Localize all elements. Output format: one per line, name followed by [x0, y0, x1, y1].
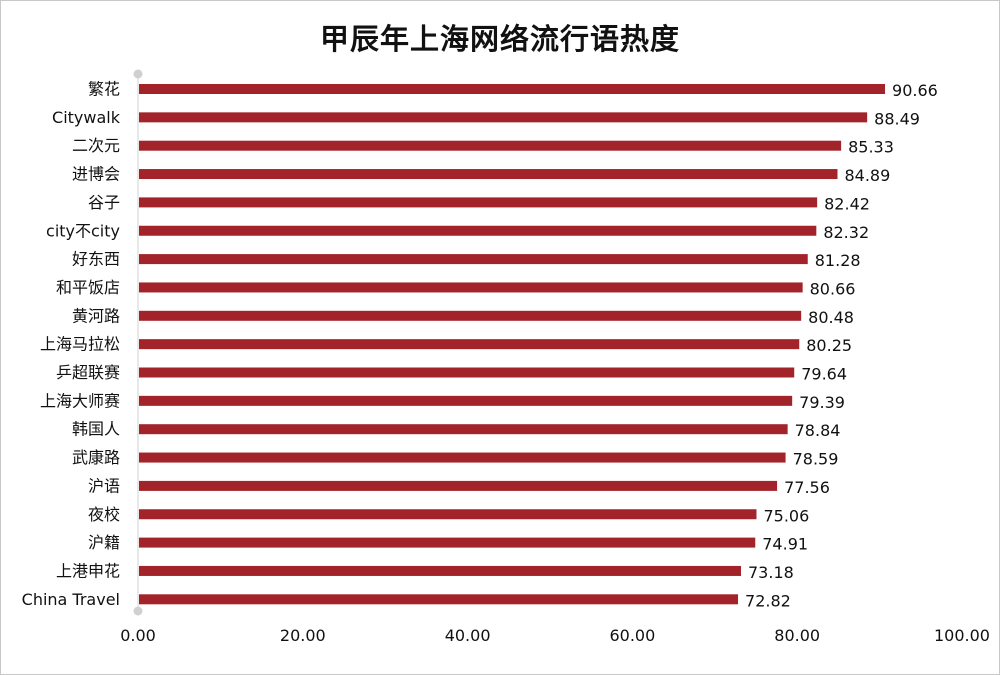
bar	[139, 225, 817, 236]
bar	[139, 339, 800, 350]
value-label: 90.66	[892, 81, 938, 100]
category-label: 乒超联赛	[56, 363, 120, 382]
bar	[139, 594, 739, 605]
value-label: 73.18	[748, 563, 794, 582]
x-tick-label: 40.00	[445, 626, 491, 645]
bar	[139, 395, 793, 406]
bar	[139, 169, 838, 180]
bar	[139, 367, 795, 378]
value-label: 82.42	[824, 194, 870, 213]
category-label: 武康路	[72, 448, 120, 467]
category-label: 进博会	[72, 165, 120, 184]
value-label: 79.39	[799, 393, 845, 412]
value-label: 81.28	[815, 251, 861, 270]
bar	[139, 112, 868, 123]
x-tick-label: 100.00	[934, 626, 990, 645]
value-label: 72.82	[745, 591, 791, 610]
bar	[139, 282, 803, 293]
x-tick-label: 60.00	[609, 626, 655, 645]
bar	[139, 565, 741, 576]
bar	[139, 140, 842, 151]
value-label: 80.66	[810, 279, 856, 298]
bar	[139, 452, 786, 463]
category-label: 二次元	[72, 136, 120, 155]
bar	[139, 310, 802, 321]
category-label: 和平饭店	[56, 278, 120, 297]
bar	[139, 509, 757, 520]
value-label: 77.56	[784, 478, 830, 497]
bar	[139, 537, 756, 548]
x-tick-label: 20.00	[280, 626, 326, 645]
category-label: 上海大师赛	[40, 391, 120, 410]
chart-title: 甲辰年上海网络流行语热度	[319, 22, 680, 56]
category-label: China Travel	[22, 590, 120, 609]
value-label: 74.91	[762, 535, 808, 554]
value-label: 84.89	[844, 166, 890, 185]
category-label: 上港申花	[56, 561, 120, 580]
value-label: 78.84	[795, 421, 841, 440]
y-axis-cap-bottom	[133, 606, 143, 616]
value-label: 78.59	[793, 450, 839, 469]
category-label: 上海马拉松	[40, 335, 120, 354]
bar	[139, 197, 818, 208]
bar	[139, 424, 788, 435]
bar	[139, 480, 778, 491]
value-label: 85.33	[848, 138, 894, 157]
category-label: 好东西	[72, 250, 120, 269]
value-label: 88.49	[874, 109, 920, 128]
value-label: 75.06	[763, 506, 809, 525]
category-label: 沪语	[88, 476, 120, 495]
value-label: 82.32	[823, 223, 869, 242]
value-label: 80.25	[806, 336, 852, 355]
category-label: 沪籍	[88, 533, 120, 552]
category-label: 黄河路	[72, 306, 120, 325]
x-tick-label: 0.00	[120, 626, 156, 645]
bar	[139, 254, 808, 265]
value-label: 79.64	[801, 365, 847, 384]
category-label: 繁花	[88, 80, 120, 99]
x-tick-label: 80.00	[774, 626, 820, 645]
category-label: 谷子	[88, 193, 120, 212]
value-label: 80.48	[808, 308, 854, 327]
category-label: 韩国人	[72, 420, 120, 439]
category-label: 夜校	[88, 505, 120, 524]
bar	[139, 84, 886, 94]
category-label: Citywalk	[52, 108, 121, 127]
category-label: city不city	[46, 221, 120, 240]
y-axis-cap-top	[133, 69, 143, 79]
